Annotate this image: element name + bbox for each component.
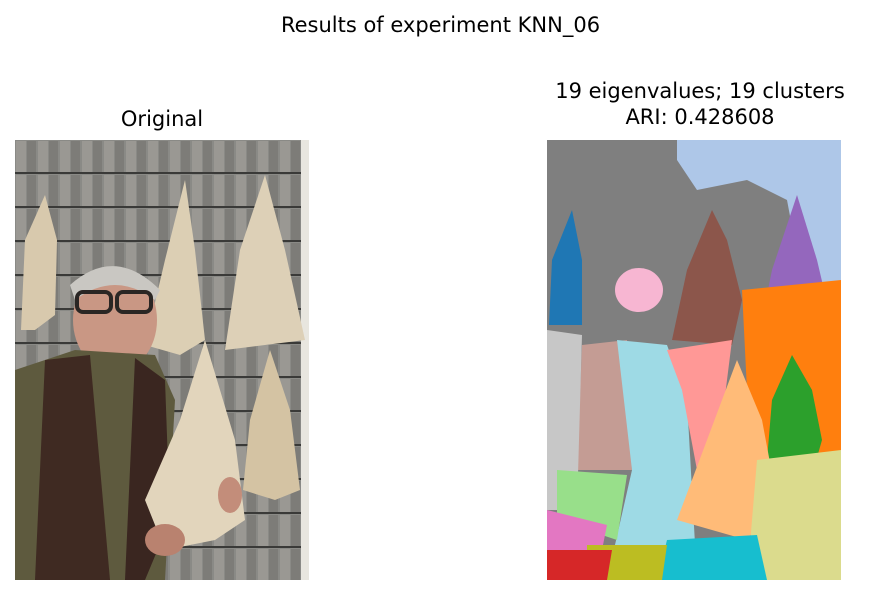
original-panel-title: Original bbox=[120, 107, 204, 131]
original-image bbox=[15, 140, 309, 580]
segmentation-title-line2: ARI: 0.428608 bbox=[625, 105, 775, 129]
segmentation-panel-title: 19 eigenvalues; 19 clusters ARI: 0.42860… bbox=[480, 78, 881, 130]
figure-suptitle: Results of experiment KNN_06 bbox=[280, 13, 601, 37]
segmentation-image bbox=[547, 140, 841, 580]
segmentation-title-line1: 19 eigenvalues; 19 clusters bbox=[555, 79, 845, 103]
